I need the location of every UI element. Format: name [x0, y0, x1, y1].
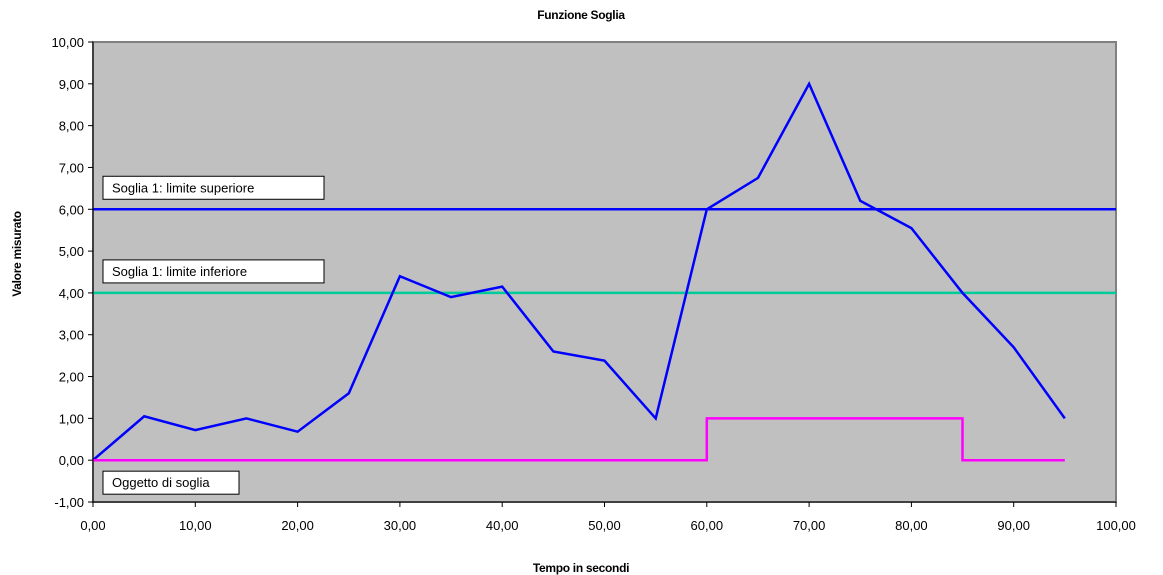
y-tick-label: 0,00 [59, 453, 84, 468]
x-tick-label: 100,00 [1096, 518, 1136, 533]
x-tick-label: 90,00 [997, 518, 1030, 533]
y-tick-label: 5,00 [59, 244, 84, 259]
series-line-0 [92, 80, 1066, 462]
y-tick-label: 1,00 [59, 411, 84, 426]
annotation-box-0: Soglia 1: limite superiore [102, 175, 325, 200]
y-tick-label: 2,00 [59, 370, 84, 385]
annotation-label: Soglia 1: limite superiore [112, 180, 254, 195]
y-tick-label: -1,00 [54, 495, 84, 510]
y-tick-label: 10,00 [51, 35, 84, 50]
x-tick-label: 60,00 [691, 518, 724, 533]
x-tick-label: 20,00 [281, 518, 314, 533]
y-tick-label: 8,00 [59, 119, 84, 134]
y-tick-label: 3,00 [59, 328, 84, 343]
annotation-box-2: Oggetto di soglia [102, 470, 240, 495]
x-tick-label: 0,00 [80, 518, 105, 533]
x-axis-label: Tempo in secondi [533, 561, 629, 575]
x-tick-label: 50,00 [588, 518, 621, 533]
chart-title: Funzione Soglia [537, 8, 625, 22]
x-tick-label: 80,00 [895, 518, 928, 533]
y-tick-label: 6,00 [59, 202, 84, 217]
annotation-box-1: Soglia 1: limite inferiore [102, 259, 325, 284]
annotation-label: Soglia 1: limite inferiore [112, 264, 247, 279]
y-axis-label: Valore misurato [10, 211, 24, 297]
y-tick-label: 4,00 [59, 286, 84, 301]
y-tick-label: 9,00 [59, 77, 84, 92]
y-tick-label: 7,00 [59, 160, 84, 175]
x-tick-label: 10,00 [179, 518, 212, 533]
annotation-label: Oggetto di soglia [112, 475, 210, 490]
x-tick-label: 40,00 [486, 518, 519, 533]
x-tick-label: 70,00 [793, 518, 826, 533]
series-line-1 [93, 417, 1065, 462]
x-tick-label: 30,00 [384, 518, 417, 533]
